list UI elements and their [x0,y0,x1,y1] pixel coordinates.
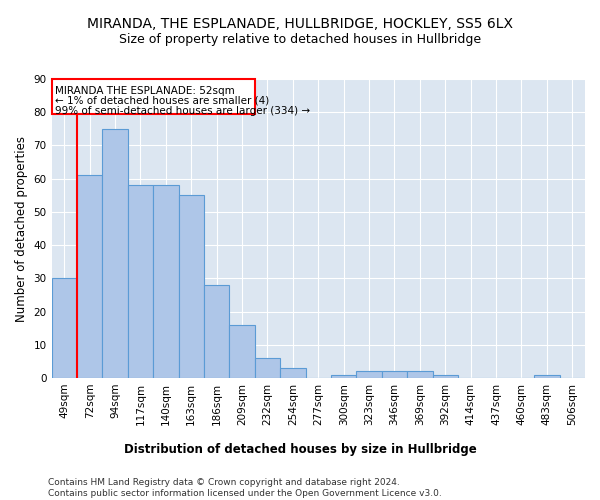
Bar [407,372,433,378]
Text: Distribution of detached houses by size in Hullbridge: Distribution of detached houses by size … [124,442,476,456]
Text: 99% of semi-detached houses are larger (334) →: 99% of semi-detached houses are larger (… [55,106,310,116]
Text: Size of property relative to detached houses in Hullbridge: Size of property relative to detached ho… [119,32,481,46]
Bar [382,372,407,378]
Bar [103,129,128,378]
Y-axis label: Number of detached properties: Number of detached properties [15,136,28,322]
Bar [77,176,103,378]
Bar [280,368,305,378]
Text: ← 1% of detached houses are smaller (4): ← 1% of detached houses are smaller (4) [55,96,269,106]
Bar [229,325,255,378]
Text: Contains HM Land Registry data © Crown copyright and database right 2024.
Contai: Contains HM Land Registry data © Crown c… [48,478,442,498]
Bar [433,374,458,378]
FancyBboxPatch shape [52,79,255,114]
Bar [255,358,280,378]
Bar [128,186,153,378]
Bar [204,285,229,378]
Text: MIRANDA THE ESPLANADE: 52sqm: MIRANDA THE ESPLANADE: 52sqm [55,86,235,96]
Bar [179,196,204,378]
Text: MIRANDA, THE ESPLANADE, HULLBRIDGE, HOCKLEY, SS5 6LX: MIRANDA, THE ESPLANADE, HULLBRIDGE, HOCK… [87,18,513,32]
Bar [356,372,382,378]
Bar [52,278,77,378]
Bar [534,374,560,378]
Bar [331,374,356,378]
Bar [153,186,179,378]
